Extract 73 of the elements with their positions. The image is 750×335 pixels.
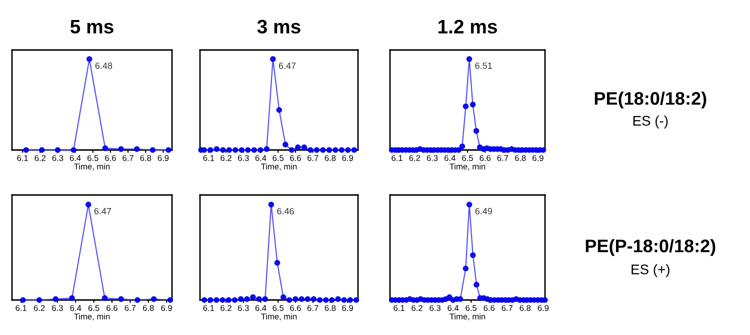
- x-tick-label: 6.9: [342, 305, 353, 311]
- x-tick-label: 6.4: [448, 305, 459, 311]
- x-tick-label: 6.9: [161, 305, 172, 311]
- x-tick-label: 6.8: [324, 155, 336, 161]
- annotation: 6.48: [95, 62, 112, 69]
- x-axis-title: Time, min: [74, 313, 110, 320]
- x-tick-label: 6.6: [290, 305, 301, 311]
- x-tick-label: 6.6: [290, 155, 301, 161]
- x-tick-label: 6.2: [412, 305, 422, 311]
- x-tick-label: 6.6: [106, 305, 118, 311]
- x-tick-label: 6.9: [532, 155, 544, 161]
- x-axis-title: Time, min: [450, 313, 486, 320]
- x-tick-label: 6.5: [88, 155, 98, 161]
- x-tick-label: 6.8: [324, 305, 336, 311]
- x-axis-title: Time, min: [74, 163, 110, 170]
- x-axis-title: Time, min: [261, 163, 297, 170]
- text: PE(18:0/18:2): [594, 92, 706, 108]
- text: ES (+): [632, 264, 670, 278]
- x-tick-label: 6.2: [220, 155, 232, 161]
- annotation: 6.51: [475, 62, 492, 69]
- x-tick-label: 6.7: [122, 155, 134, 161]
- x-tick-label: 6.3: [52, 155, 64, 161]
- x-axis-title: Time, min: [450, 163, 486, 170]
- x-tick-label: 6.6: [105, 155, 116, 161]
- x-axis-title: Time, min: [261, 313, 297, 320]
- x-tick-label: 6.7: [497, 155, 508, 161]
- x-tick-label: 6.4: [70, 305, 82, 311]
- x-tick-label: 6.4: [255, 305, 266, 311]
- annotation: 6.47: [278, 62, 296, 69]
- x-tick-label: 6.8: [514, 155, 526, 161]
- x-tick-label: 6.3: [238, 305, 249, 311]
- x-tick-label: 6.8: [140, 155, 152, 161]
- chart-title: 3 ms: [257, 20, 300, 34]
- x-tick-label: 6.7: [307, 305, 318, 311]
- annotation: 6.49: [475, 208, 492, 214]
- x-tick-label: 6.5: [466, 305, 477, 311]
- x-tick-label: 6.3: [430, 305, 440, 311]
- x-tick-label: 6.5: [462, 155, 473, 161]
- text: PE(P-18:0/18:2): [586, 239, 716, 256]
- x-tick-label: 6.1: [203, 305, 214, 311]
- x-tick-label: 6.3: [426, 155, 438, 161]
- x-tick-label: 6.9: [538, 305, 549, 311]
- x-tick-label: 6.2: [220, 305, 232, 311]
- x-tick-label: 6.8: [520, 305, 531, 311]
- x-tick-label: 6.6: [480, 155, 491, 161]
- x-tick-label: 6.2: [409, 155, 420, 161]
- x-tick-label: 6.2: [34, 305, 45, 311]
- x-tick-label: 6.5: [88, 305, 100, 311]
- x-tick-label: 6.7: [124, 305, 136, 311]
- x-tick-label: 6.3: [238, 155, 249, 161]
- x-tick-label: 6.4: [255, 155, 266, 161]
- x-tick-label: 6.1: [394, 305, 404, 311]
- text: ES (-): [633, 116, 668, 128]
- x-tick-label: 6.5: [272, 155, 284, 161]
- annotation: 6.47: [94, 208, 112, 214]
- chart-title: 5 ms: [70, 20, 114, 34]
- x-tick-label: 6.9: [342, 155, 353, 161]
- x-tick-label: 6.1: [392, 155, 402, 161]
- x-tick-label: 6.3: [52, 305, 63, 311]
- x-tick-label: 6.4: [444, 155, 456, 161]
- x-tick-label: 6.6: [484, 305, 495, 311]
- chart-title: 1.2 ms: [438, 20, 497, 34]
- x-tick-label: 6.4: [70, 155, 81, 161]
- x-tick-label: 6.2: [34, 155, 46, 161]
- x-tick-label: 6.1: [203, 155, 214, 161]
- x-tick-label: 6.1: [17, 155, 28, 161]
- x-tick-label: 6.9: [158, 155, 169, 161]
- x-tick-label: 6.8: [142, 305, 154, 311]
- x-tick-label: 6.1: [16, 305, 26, 311]
- x-tick-label: 6.7: [307, 155, 318, 161]
- annotation: 6.46: [277, 208, 294, 214]
- x-tick-label: 6.7: [502, 305, 513, 311]
- x-tick-label: 6.5: [272, 305, 284, 311]
